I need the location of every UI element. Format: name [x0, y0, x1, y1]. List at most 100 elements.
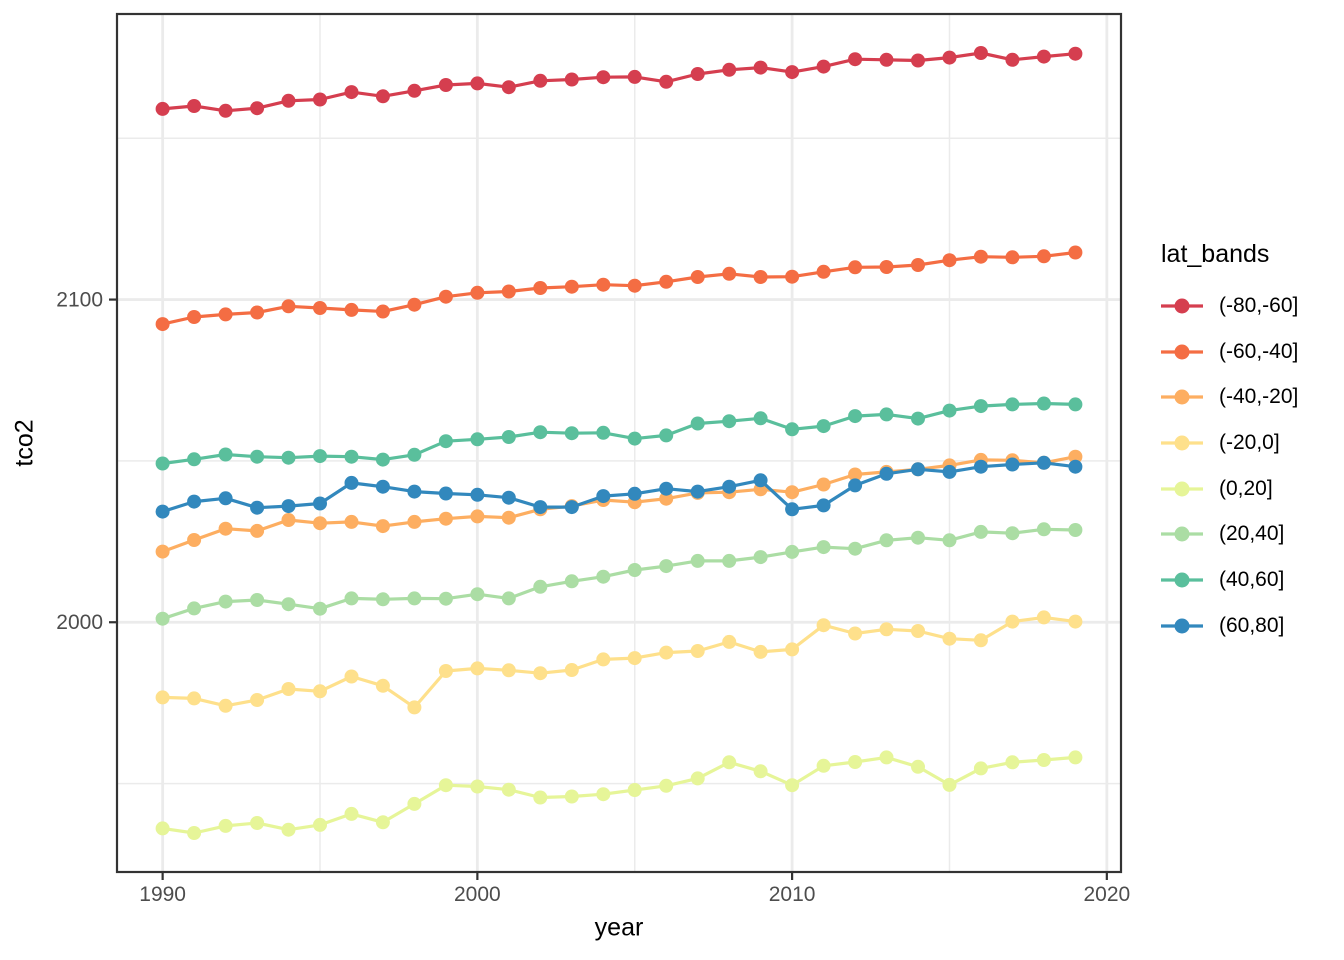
data-point: [848, 478, 863, 493]
legend-item-label: (20,40]: [1219, 522, 1285, 546]
series-5: [155, 522, 1083, 626]
data-point: [281, 822, 296, 837]
data-point: [816, 540, 831, 555]
x-tick-label: 2000: [454, 883, 501, 906]
data-point: [942, 777, 957, 792]
data-point: [250, 816, 265, 830]
data-point: [375, 592, 390, 607]
data-point: [973, 459, 988, 474]
data-point: [407, 83, 422, 98]
data-point: [313, 449, 327, 464]
data-point: [942, 403, 957, 418]
data-point: [533, 73, 548, 88]
data-point: [879, 260, 894, 274]
data-point: [1005, 52, 1020, 67]
legend-key-icon: [1161, 572, 1203, 588]
data-point: [816, 618, 831, 633]
legend-item-0: (-80,-60]: [1160, 283, 1298, 329]
data-point: [501, 284, 516, 299]
data-point: [1036, 522, 1051, 537]
data-point: [470, 779, 485, 794]
data-point: [187, 310, 202, 324]
data-point: [281, 450, 296, 465]
legend-item-label: (40,60]: [1219, 567, 1285, 591]
data-point: [155, 821, 170, 836]
data-point: [879, 52, 894, 67]
axes: 1990 2000 2010 2020 2000 2100: [56, 289, 1130, 906]
data-point: [501, 510, 516, 525]
data-point: [438, 78, 453, 92]
data-point: [438, 486, 453, 501]
panel-border: [115, 12, 1123, 874]
data-point: [785, 65, 800, 80]
data-point: [816, 477, 831, 492]
data-point: [155, 544, 170, 559]
data-point: [816, 59, 831, 74]
data-point: [596, 425, 611, 440]
data-point: [911, 462, 925, 477]
data-point: [250, 305, 265, 320]
data-point: [753, 411, 768, 426]
data-point: [313, 496, 327, 511]
data-point: [375, 678, 390, 693]
data-point: [155, 504, 170, 519]
data-point: [375, 304, 390, 319]
data-point: [564, 426, 579, 441]
data-point: [848, 541, 863, 556]
data-point: [973, 46, 988, 60]
data-point: [470, 432, 485, 447]
data-point: [973, 633, 988, 648]
legend-key-icon: [1161, 526, 1203, 542]
data-point: [564, 574, 579, 589]
data-point: [753, 764, 768, 779]
legend-item-4: (0,20]: [1160, 466, 1298, 512]
data-point: [848, 52, 863, 67]
data-point: [187, 601, 202, 616]
data-point: [596, 569, 611, 584]
data-point: [313, 92, 327, 107]
legend-key-icon: [1161, 435, 1203, 451]
data-point: [438, 289, 453, 304]
series-4: [155, 750, 1083, 840]
data-point: [250, 449, 265, 464]
data-point: [281, 299, 296, 314]
data-point: [470, 285, 485, 300]
data-point: [1068, 449, 1083, 464]
data-point: [879, 466, 894, 481]
panel-background: [117, 14, 1121, 872]
data-point: [375, 89, 390, 104]
data-point: [1036, 249, 1051, 264]
data-point: [785, 269, 800, 284]
data-point: [1036, 455, 1051, 470]
data-point: [722, 553, 737, 568]
data-point: [627, 69, 642, 84]
data-point: [690, 67, 705, 81]
data-point: [1036, 49, 1051, 64]
data-point: [690, 771, 705, 786]
data-point: [690, 553, 705, 568]
legend-item-2: (-40,-20]: [1160, 374, 1298, 420]
data-point: [218, 491, 233, 506]
data-point: [501, 80, 516, 95]
data-point: [816, 264, 831, 279]
data-point: [722, 266, 737, 281]
data-point: [281, 682, 296, 696]
data-point: [281, 93, 296, 108]
data-point: [564, 789, 579, 804]
series-6: [155, 396, 1083, 471]
legend-title: lat_bands: [1161, 240, 1270, 268]
data-point: [218, 818, 233, 833]
data-point: [973, 524, 988, 539]
data-point: [596, 787, 611, 802]
data-point: [1068, 397, 1083, 412]
data-point: [879, 533, 894, 548]
data-point: [375, 815, 390, 830]
legend-key-icon: [1161, 389, 1203, 405]
data-point: [1068, 46, 1083, 61]
data-point: [973, 249, 988, 264]
data-point: [533, 790, 548, 805]
data-point: [250, 593, 265, 607]
legend-key-icon: [1161, 618, 1203, 634]
data-point: [187, 99, 202, 113]
